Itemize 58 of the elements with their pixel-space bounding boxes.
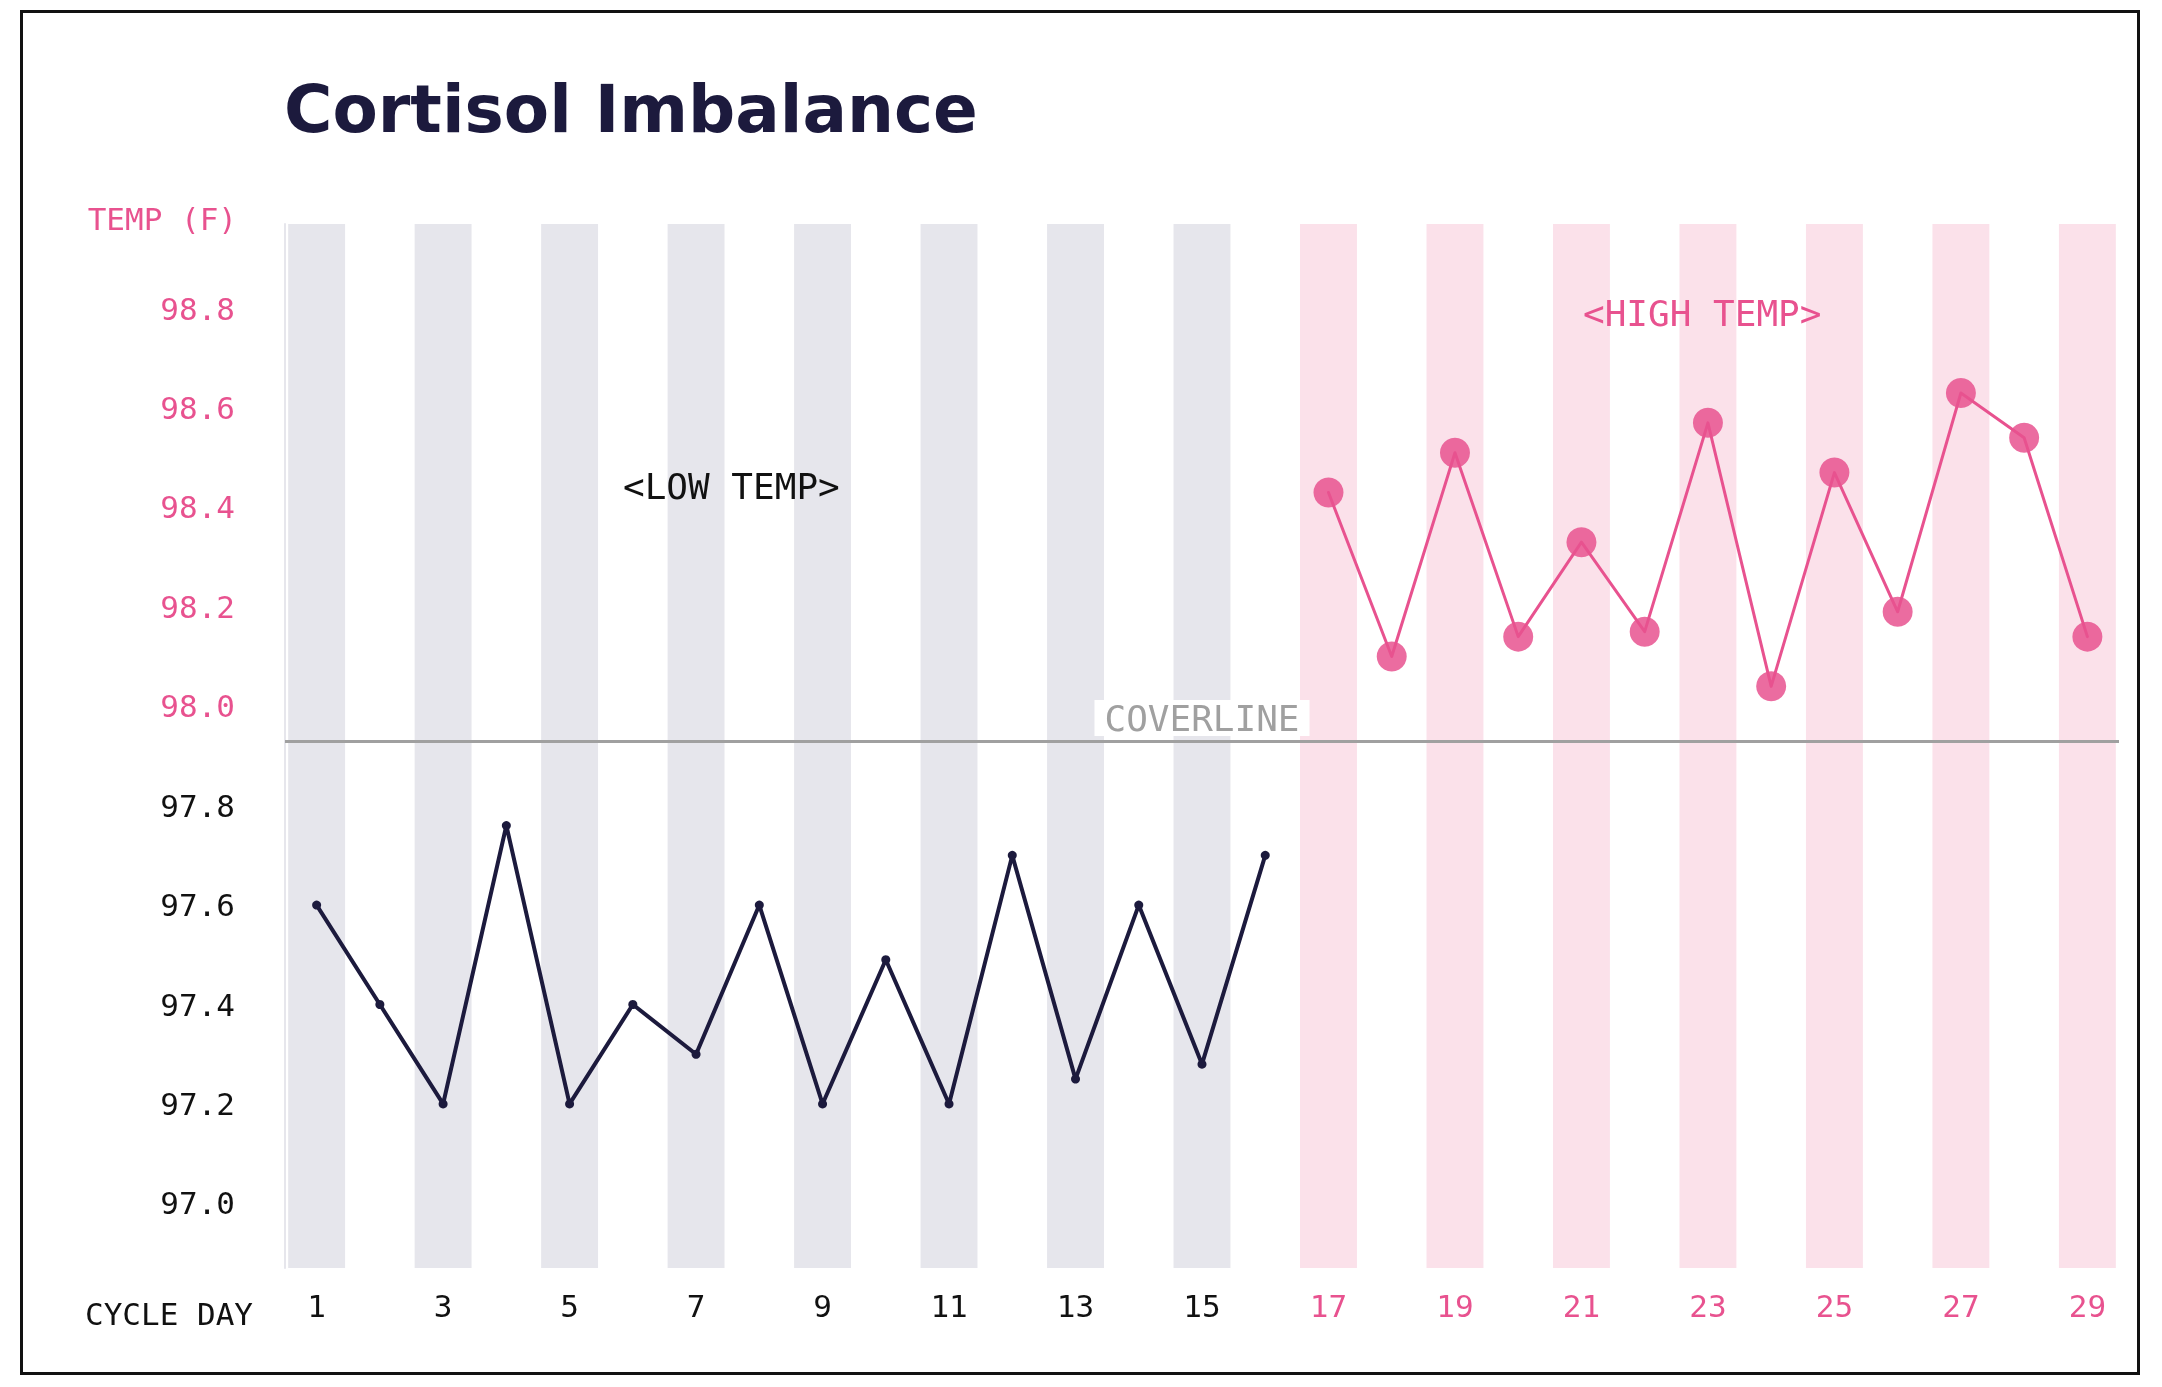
point xyxy=(1007,850,1017,860)
point xyxy=(375,1000,385,1010)
x-tick-label: 29 xyxy=(2068,1287,2107,1324)
ref-line-label: COVERLINE xyxy=(1104,697,1300,739)
point xyxy=(2072,621,2103,652)
point xyxy=(1260,850,1270,860)
point xyxy=(1503,621,1534,652)
x-tick-label: 15 xyxy=(1183,1287,1221,1324)
point xyxy=(754,900,764,910)
point xyxy=(628,1000,638,1010)
point xyxy=(1071,1074,1081,1084)
y-tick-label: 98.8 xyxy=(160,290,235,327)
point xyxy=(1134,900,1144,910)
point xyxy=(565,1099,575,1109)
y-tick-label: 97.2 xyxy=(160,1085,235,1122)
x-tick-label: 27 xyxy=(1942,1287,1980,1324)
x-tick-label: 7 xyxy=(686,1287,706,1324)
x-tick-label: 19 xyxy=(1436,1287,1474,1324)
x-tick-label: 9 xyxy=(813,1287,832,1324)
point xyxy=(944,1099,954,1109)
x-tick-label: 13 xyxy=(1056,1287,1095,1324)
annotation: <LOW TEMP> xyxy=(623,465,840,507)
point xyxy=(691,1049,701,1059)
point xyxy=(501,821,511,831)
x-tick-label: 23 xyxy=(1689,1287,1727,1324)
point xyxy=(438,1099,448,1109)
x-tick-label: 3 xyxy=(433,1287,453,1324)
y-tick-label: 98.2 xyxy=(160,588,235,625)
point xyxy=(1945,378,1976,409)
point xyxy=(1629,616,1660,647)
x-tick-label: 21 xyxy=(1562,1287,1601,1324)
x-axis-title: CYCLE DAY xyxy=(85,1295,254,1332)
point xyxy=(1819,457,1850,488)
y-axis-title: TEMP (F) xyxy=(87,200,237,237)
point xyxy=(1376,641,1407,672)
annotation: <HIGH TEMP> xyxy=(1583,292,1822,334)
point xyxy=(312,900,322,910)
point xyxy=(1882,596,1913,627)
point xyxy=(1566,527,1597,558)
x-tick-label: 5 xyxy=(560,1287,579,1324)
x-tick-label: 11 xyxy=(930,1287,968,1324)
y-tick-label: 98.0 xyxy=(160,688,235,725)
y-tick-label: 97.6 xyxy=(160,887,235,924)
y-tick-label: 97.4 xyxy=(160,986,235,1023)
point xyxy=(1313,477,1344,508)
point xyxy=(1440,437,1470,468)
chart-title: Cortisol Imbalance xyxy=(284,70,978,148)
point xyxy=(2009,422,2040,453)
point xyxy=(818,1099,828,1109)
x-tick-label: 1 xyxy=(307,1287,326,1324)
x-tick-label: 17 xyxy=(1309,1287,1348,1324)
x-tick-label: 25 xyxy=(1815,1287,1854,1324)
y-tick-label: 98.6 xyxy=(160,389,235,426)
point xyxy=(1756,671,1787,702)
y-tick-label: 97.0 xyxy=(160,1185,235,1222)
point xyxy=(1692,407,1723,438)
y-tick-label: 97.8 xyxy=(160,787,235,824)
y-tick-label: 98.4 xyxy=(160,489,235,526)
